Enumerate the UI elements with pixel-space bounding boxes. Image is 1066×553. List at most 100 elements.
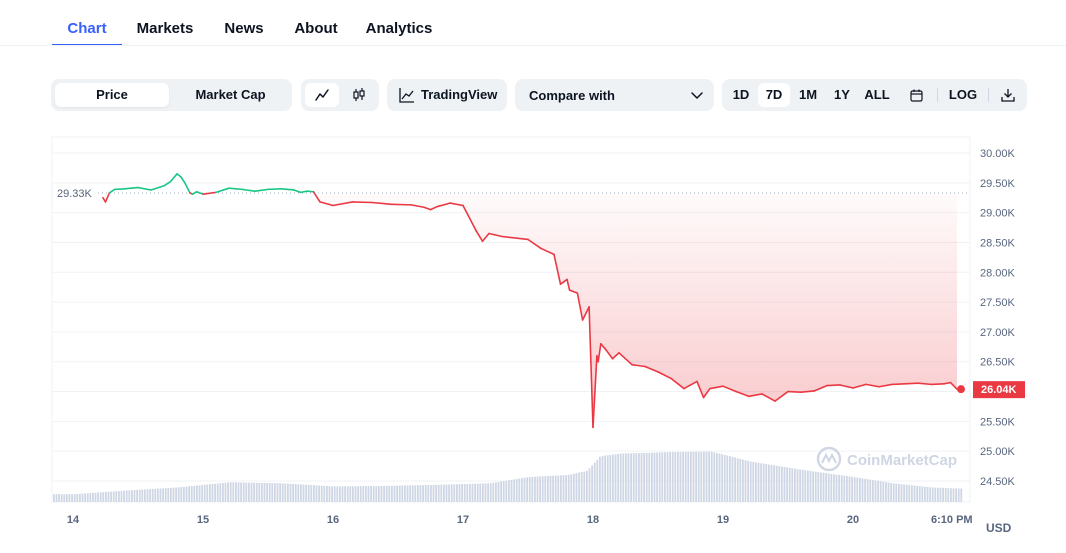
volume-bar (398, 485, 401, 502)
volume-bar (937, 487, 939, 502)
volume-bar (721, 454, 723, 502)
price-line-segment (306, 190, 315, 193)
volume-bar (463, 484, 466, 502)
volume-bar (151, 488, 154, 502)
x-axis: 14 15 16 17 18 19 20 6:10 PM (67, 514, 973, 526)
tab-news[interactable]: News (224, 20, 264, 37)
volume-bar (950, 488, 952, 502)
volume-bar (164, 488, 167, 502)
range-all-button[interactable]: ALL (864, 87, 890, 102)
compare-with-dropdown[interactable]: Compare with (515, 79, 714, 111)
volume-bar (383, 485, 385, 502)
volume-bar (708, 451, 710, 502)
volume-bar (653, 452, 656, 502)
line-chart-icon[interactable] (305, 83, 339, 107)
volume-bar (716, 453, 718, 502)
download-icon[interactable] (994, 83, 1022, 107)
price-line-segment (540, 247, 555, 256)
x-tick-label: 18 (587, 514, 599, 526)
volume-bar (102, 492, 105, 502)
volume-bar (640, 452, 643, 502)
volume-bar (755, 462, 757, 502)
price-line-segment (113, 187, 126, 191)
volume-bar (843, 475, 846, 502)
volume-bar (349, 486, 352, 502)
volume-bar (266, 482, 268, 502)
volume-bar (695, 451, 697, 502)
volume-bar (154, 488, 157, 502)
volume-bar (263, 482, 266, 502)
price-line-segment (410, 204, 425, 209)
volume-bar (99, 492, 102, 502)
volume-bar (380, 485, 383, 502)
volume-bar (141, 489, 144, 502)
volume-bar (700, 451, 703, 502)
price-line-segment (332, 201, 354, 207)
volume-bar (809, 470, 812, 502)
volume-bar (484, 483, 487, 502)
volume-bar (219, 483, 222, 502)
tradingview-button[interactable]: TradingView (387, 79, 507, 111)
candlestick-icon[interactable] (343, 83, 375, 107)
volume-bar (697, 451, 700, 502)
volume-bar (926, 486, 929, 502)
volume-bar (461, 484, 463, 502)
volume-bar (877, 480, 879, 502)
calendar-icon[interactable] (902, 83, 930, 107)
volume-bar (690, 451, 692, 502)
volume-bar (617, 453, 619, 502)
volume-bar (448, 484, 450, 502)
volume-bar (632, 453, 635, 502)
range-1d-button[interactable]: 1D (732, 87, 750, 102)
volume-bar (583, 471, 586, 502)
tab-about[interactable]: About (294, 20, 338, 37)
volume-bar (895, 483, 898, 502)
tab-analytics[interactable]: Analytics (365, 20, 433, 37)
y-tick-label: 25.00K (980, 446, 1016, 458)
y-tick-label: 28.00K (980, 267, 1016, 279)
tab-markets[interactable]: Markets (136, 20, 194, 37)
volume-bar (648, 452, 651, 502)
volume-bar (502, 481, 505, 502)
range-1y-button[interactable]: 1Y (834, 87, 850, 102)
price-line-segment (429, 205, 438, 211)
market-cap-toggle-button[interactable]: Market Cap (195, 87, 266, 102)
volume-bar (565, 475, 567, 502)
volume-bar (846, 476, 848, 502)
volume-bar (92, 492, 94, 502)
y-tick-label: 29.50K (980, 178, 1016, 190)
volume-bar (768, 464, 770, 502)
volume-bar (430, 484, 432, 502)
volume-bar (757, 462, 760, 502)
range-7d-button[interactable]: 7D (758, 83, 790, 107)
volume-bar (414, 485, 417, 502)
volume-bar (367, 486, 370, 502)
y-tick-label: 27.50K (980, 297, 1016, 309)
volume-bar (638, 453, 640, 502)
volume-bar (354, 486, 357, 502)
price-line-segment (176, 173, 182, 178)
volume-bar (81, 493, 84, 502)
price-toggle-button[interactable]: Price (55, 83, 169, 107)
volume-bar (466, 483, 469, 502)
last-price-label: 26.04K (981, 384, 1017, 396)
volume-bar (567, 474, 570, 502)
y-tick-label: 30.00K (980, 148, 1016, 160)
volume-bar (193, 485, 196, 502)
log-scale-button[interactable]: LOG (948, 87, 978, 102)
price-line-segment (599, 343, 607, 351)
volume-bar (318, 485, 320, 502)
volume-bar (310, 485, 313, 502)
volume-bar (814, 471, 817, 502)
volume-bar (929, 487, 931, 502)
volume-bar (682, 451, 684, 502)
volume-bar (292, 483, 294, 502)
volume-bar (437, 484, 440, 502)
price-line-segment (878, 383, 893, 388)
volume-bar (203, 484, 206, 502)
volume-bar (770, 464, 773, 502)
volume-bar (58, 494, 60, 502)
currency-label: USD (986, 521, 1012, 535)
range-1m-button[interactable]: 1M (798, 87, 818, 102)
